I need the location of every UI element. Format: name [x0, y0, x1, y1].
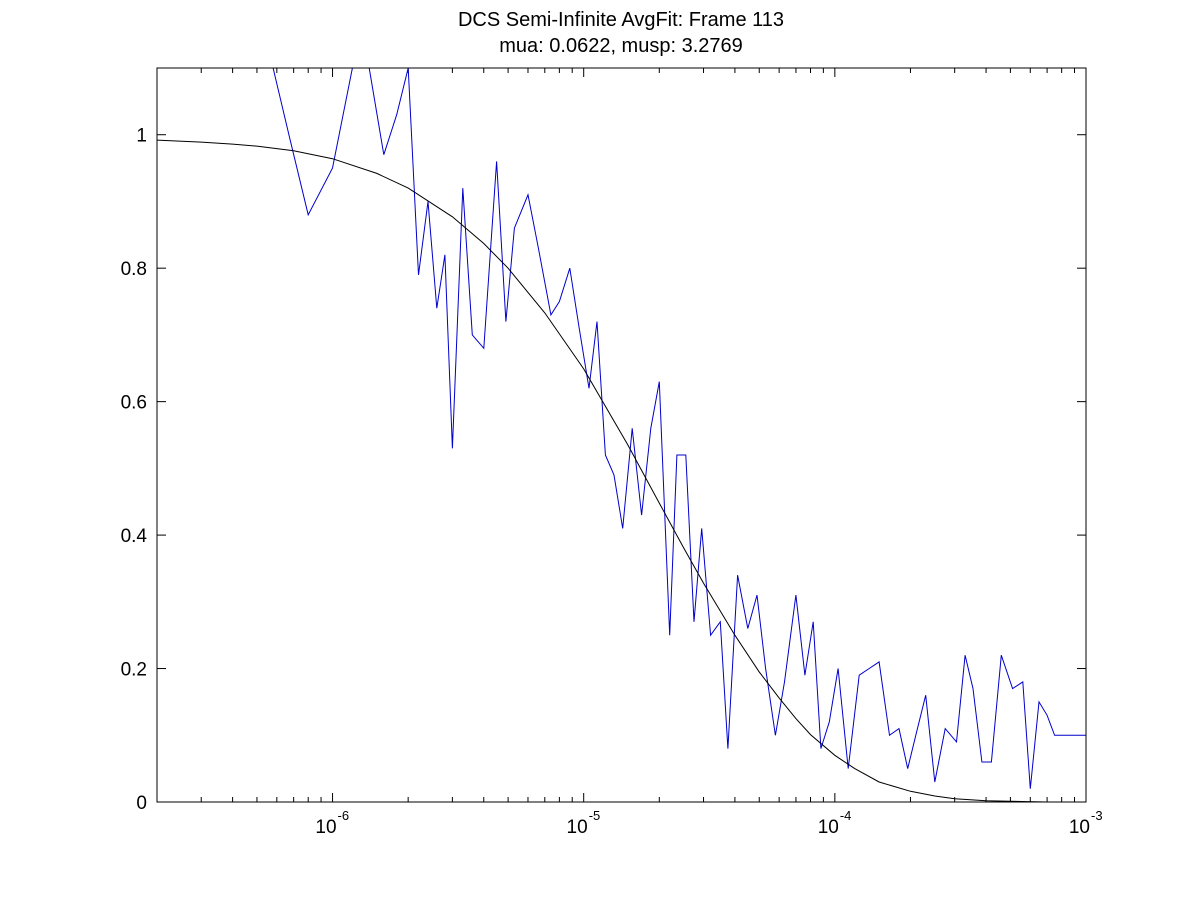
x-tick-label: 10-4 — [818, 808, 852, 838]
x-tick-label: 10-6 — [315, 808, 349, 838]
y-tick-label: 0.4 — [121, 526, 148, 547]
x-tick-label-base: 10 — [567, 817, 588, 838]
y-tick-label: 0.6 — [121, 393, 147, 414]
series-line-measured — [272, 68, 1086, 789]
series-layer — [157, 68, 1086, 802]
series-line-fit — [157, 139, 1086, 802]
y-tick-label: 0 — [136, 793, 147, 814]
x-tick-label-base: 10 — [818, 817, 839, 838]
y-tick-label: 0.8 — [121, 259, 147, 280]
x-tick-label: 10-3 — [1069, 808, 1103, 838]
y-tick-label: 1 — [136, 126, 147, 147]
tick-labels: 10-610-510-410-300.20.40.60.81 — [121, 126, 1103, 838]
x-tick-label-exponent: -5 — [589, 808, 601, 823]
x-tick-label-exponent: -6 — [338, 808, 350, 823]
chart-subtitle: mua: 0.0622, musp: 3.2769 — [499, 35, 743, 57]
plot-area — [157, 68, 1086, 802]
tick-marks — [156, 68, 1087, 803]
x-tick-label-base: 10 — [1069, 817, 1090, 838]
x-tick-label-exponent: -4 — [840, 808, 852, 823]
x-tick-label-base: 10 — [315, 817, 336, 838]
y-tick-label: 0.2 — [121, 660, 147, 681]
plot-frame — [156, 67, 1087, 803]
chart-title: DCS Semi-Infinite AvgFit: Frame 113 — [458, 9, 784, 31]
x-tick-label: 10-5 — [567, 808, 601, 838]
x-tick-label-exponent: -3 — [1091, 808, 1103, 823]
